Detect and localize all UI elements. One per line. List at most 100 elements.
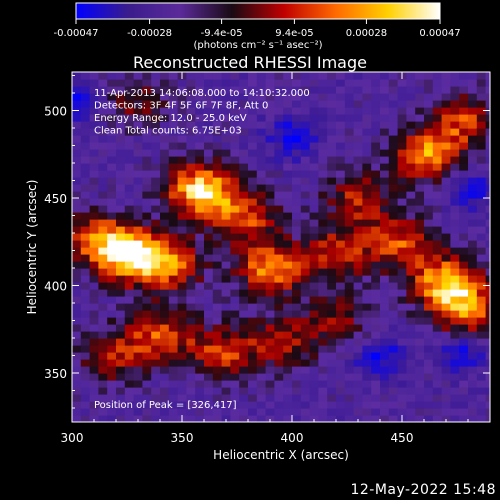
- heatmap-cell: [300, 401, 311, 409]
- heatmap-cell: [186, 149, 196, 157]
- heatmap-cell: [230, 184, 240, 192]
- heatmap-cell: [476, 121, 487, 129]
- heatmap-cell: [72, 93, 82, 101]
- heatmap-cell: [406, 205, 416, 213]
- heatmap-cell: [80, 282, 91, 290]
- heatmap-cell: [450, 387, 460, 395]
- heatmap-cell: [168, 93, 179, 101]
- colorbar-tick-label: -0.00028: [127, 28, 172, 39]
- heatmap-cell: [72, 156, 82, 164]
- heatmap-cell: [168, 380, 179, 388]
- heatmap-cell: [177, 268, 187, 276]
- heatmap-cell: [318, 226, 328, 234]
- heatmap-cell: [362, 177, 372, 185]
- heatmap-cell: [265, 184, 275, 192]
- heatmap-cell: [450, 156, 460, 164]
- heatmap-cell: [441, 156, 451, 164]
- heatmap-cell: [380, 303, 390, 311]
- heatmap-cell: [72, 226, 82, 234]
- heatmap-cell: [353, 338, 363, 346]
- heatmap-cell: [327, 212, 337, 220]
- heatmap-cell: [248, 401, 258, 409]
- heatmap-cell: [239, 373, 249, 381]
- heatmap-cell: [353, 345, 363, 353]
- heatmap-cell: [318, 184, 328, 192]
- heatmap-cell: [336, 79, 346, 87]
- heatmap-cell: [142, 205, 152, 213]
- heatmap-cell: [186, 317, 196, 325]
- heatmap-cell: [468, 331, 478, 339]
- heatmap-cell: [468, 268, 478, 276]
- heatmap-cell: [283, 212, 293, 220]
- heatmap-cell: [80, 198, 91, 206]
- heatmap-cell: [318, 261, 328, 269]
- heatmap-cell: [133, 324, 143, 332]
- heatmap-cell: [89, 184, 99, 192]
- heatmap-cell: [98, 233, 108, 241]
- heatmap-cell: [116, 240, 126, 248]
- heatmap-cell: [371, 149, 381, 157]
- heatmap-cell: [124, 142, 135, 150]
- heatmap-cell: [424, 317, 434, 325]
- heatmap-cell: [133, 121, 143, 129]
- heatmap-cell: [177, 394, 187, 402]
- heatmap-cell: [336, 198, 346, 206]
- heatmap-cell: [168, 149, 179, 157]
- heatmap-cell: [116, 163, 126, 171]
- heatmap-cell: [292, 303, 302, 311]
- heatmap-cell: [300, 121, 311, 129]
- heatmap-cell: [89, 170, 99, 178]
- heatmap-cell: [371, 212, 381, 220]
- heatmap-cell: [256, 177, 267, 185]
- heatmap-cell: [309, 394, 319, 402]
- heatmap-cell: [204, 401, 214, 409]
- heatmap-cell: [388, 191, 399, 199]
- heatmap-cell: [432, 149, 443, 157]
- heatmap-cell: [353, 359, 363, 367]
- heatmap-cell: [300, 373, 311, 381]
- heatmap-cell: [248, 184, 258, 192]
- heatmap-cell: [344, 170, 355, 178]
- heatmap-cell: [107, 170, 117, 178]
- heatmap-cell: [450, 345, 460, 353]
- heatmap-cell: [168, 212, 179, 220]
- heatmap-cell: [133, 303, 143, 311]
- heatmap-cell: [362, 331, 372, 339]
- heatmap-cell: [124, 282, 135, 290]
- heatmap-cell: [318, 345, 328, 353]
- heatmap-cell: [239, 198, 249, 206]
- heatmap-cell: [221, 352, 231, 360]
- heatmap-cell: [415, 72, 425, 80]
- heatmap-cell: [230, 345, 240, 353]
- heatmap-cell: [283, 198, 293, 206]
- heatmap-cell: [160, 296, 170, 304]
- heatmap-cell: [406, 268, 416, 276]
- heatmap-cell: [72, 121, 82, 129]
- heatmap-cell: [406, 128, 416, 136]
- heatmap-cell: [265, 198, 275, 206]
- heatmap-cell: [441, 296, 451, 304]
- heatmap-cell: [212, 366, 223, 374]
- heatmap-cell: [432, 100, 443, 108]
- heatmap-cell: [441, 317, 451, 325]
- heatmap-cell: [406, 380, 416, 388]
- heatmap-cell: [89, 394, 99, 402]
- heatmap-cell: [89, 205, 99, 213]
- heatmap-cell: [89, 219, 99, 227]
- heatmap-cell: [441, 324, 451, 332]
- heatmap-cell: [116, 331, 126, 339]
- heatmap-cell: [151, 261, 161, 269]
- heatmap-cell: [168, 310, 179, 318]
- heatmap-cell: [160, 212, 170, 220]
- heatmap-cell: [177, 345, 187, 353]
- colorbar-ticks: -0.00047 -0.00028 -9.4e-05 9.4e-05 0.00028 0.…: [54, 19, 461, 39]
- heatmap-cell: [124, 310, 135, 318]
- heatmap-cell: [230, 156, 240, 164]
- heatmap-cell: [441, 261, 451, 269]
- heatmap-cell: [336, 149, 346, 157]
- heatmap-cell: [160, 156, 170, 164]
- heatmap-cell: [151, 219, 161, 227]
- heatmap-cell: [336, 415, 346, 422]
- heatmap-cell: [186, 387, 196, 395]
- heatmap-cell: [177, 247, 187, 255]
